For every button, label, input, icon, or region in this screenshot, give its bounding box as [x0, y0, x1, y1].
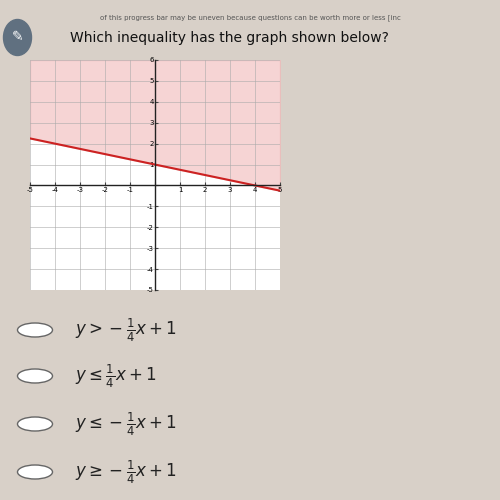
Text: $y \leq -\frac{1}{4}x + 1$: $y \leq -\frac{1}{4}x + 1$: [75, 410, 177, 438]
Circle shape: [4, 20, 32, 56]
Text: $y \leq \frac{1}{4}x + 1$: $y \leq \frac{1}{4}x + 1$: [75, 362, 156, 390]
Text: $y \geq -\frac{1}{4}x + 1$: $y \geq -\frac{1}{4}x + 1$: [75, 458, 177, 485]
Text: Which inequality has the graph shown below?: Which inequality has the graph shown bel…: [70, 31, 389, 45]
Text: of this progress bar may be uneven because questions can be worth more or less [: of this progress bar may be uneven becau…: [100, 14, 401, 21]
Circle shape: [18, 465, 52, 479]
Text: $y > -\frac{1}{4}x + 1$: $y > -\frac{1}{4}x + 1$: [75, 316, 177, 344]
Circle shape: [18, 323, 52, 337]
Text: ✎: ✎: [12, 30, 24, 44]
Circle shape: [18, 369, 52, 383]
Circle shape: [18, 417, 52, 431]
